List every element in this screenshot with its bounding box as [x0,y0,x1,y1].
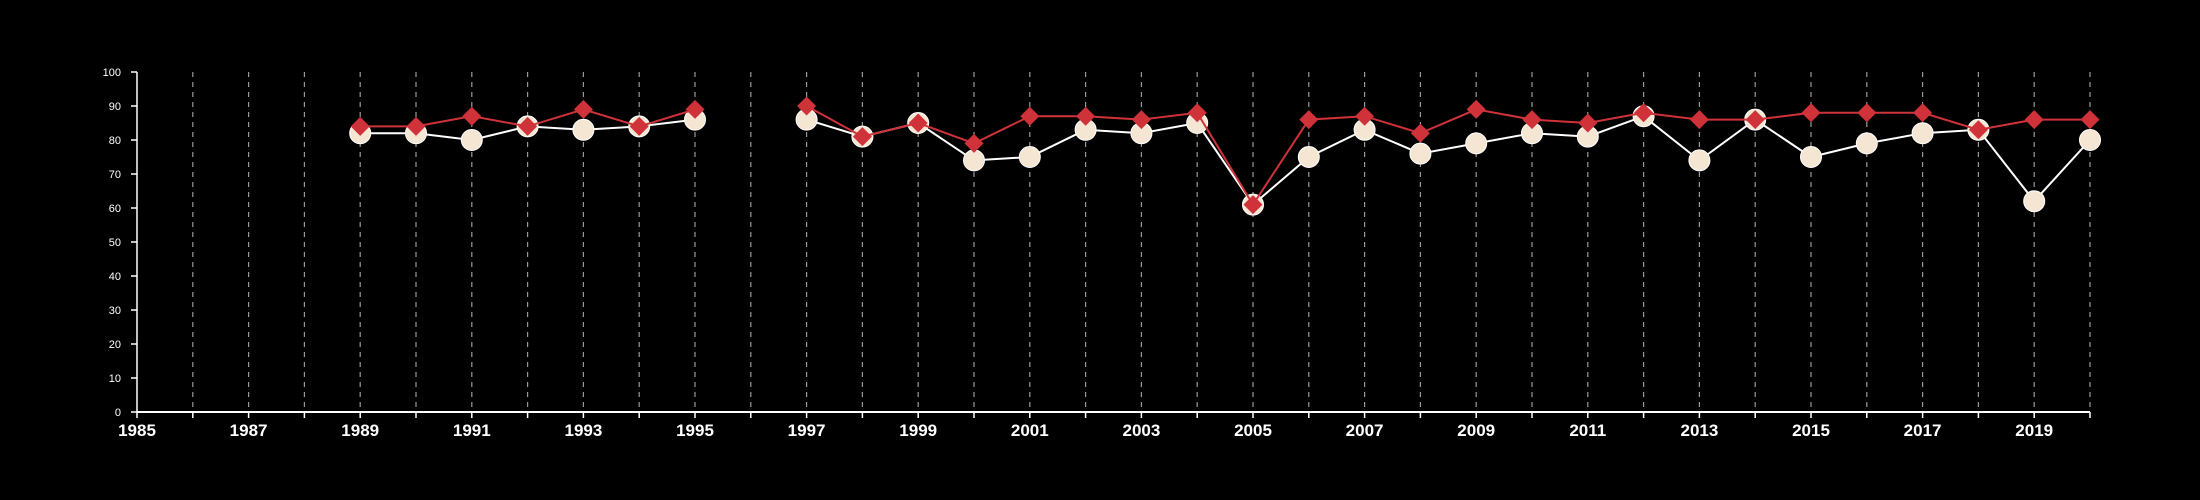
data-point-diamond [573,99,593,119]
series-line [806,115,2091,207]
x-tick-label: 1989 [341,421,379,440]
data-point-diamond [908,113,928,133]
x-tick-label: 1993 [564,421,602,440]
data-point-diamond [2024,110,2044,130]
data-point-diamond [350,116,370,136]
data-point-circle [1297,146,1320,168]
data-point-diamond [1913,103,1933,123]
x-tick-label: 1985 [118,421,156,440]
data-point-diamond [1689,110,1709,130]
axes: 1985 1987 1989 1991 1993 1995 1997 1999 2001 2003… [103,67,2091,440]
x-tick-label: 2007 [1346,421,1384,440]
data-point-diamond [1578,113,1598,133]
data-point-circle [2079,129,2101,151]
vertical-grid-lines [192,72,2091,412]
data-point-diamond [1076,106,1096,126]
y-tick-label: 40 [109,271,121,283]
y-tick-label: 60 [109,203,121,215]
data-point-diamond [462,106,482,126]
data-point-diamond [1857,103,1877,123]
series-line [806,105,2090,207]
data-point-diamond [1466,99,1486,119]
x-tick-label: 2003 [1122,421,1160,440]
data-point-diamond [2080,110,2100,130]
x-tick-label: 2013 [1680,421,1718,440]
data-point-diamond [685,99,705,119]
y-tick-label: 80 [109,135,121,147]
y-tick-label: 90 [109,101,121,113]
x-tick-label: 2009 [1457,421,1495,440]
data-point-circle [1911,122,1934,145]
data-point-circle [1018,146,1041,168]
data-point-diamond [1299,110,1319,130]
x-tick-label: 2015 [1792,421,1830,440]
data-point-diamond [1187,103,1207,123]
data-point-circle [1465,132,1488,155]
data-point-diamond [1020,106,1040,126]
data-point-diamond [1745,110,1765,130]
data-point-diamond [852,127,872,147]
data-point-circle [2023,190,2046,213]
x-tick-label: 2005 [1234,421,1272,440]
data-point-diamond [406,116,426,136]
data-point-diamond [1131,110,1151,130]
data-point-diamond [1410,123,1430,143]
data-point-diamond [518,116,538,136]
y-tick-label: 30 [109,305,121,317]
data-point-circle [963,149,985,172]
data-point-circle [460,129,483,151]
y-tick-label: 100 [103,67,121,79]
y-tick-label: 10 [109,373,121,385]
series-group [349,96,2101,216]
data-point-diamond [1801,103,1821,123]
x-tick-label: 1987 [230,421,268,440]
y-tick-label: 0 [115,407,121,419]
data-point-diamond [964,133,984,153]
y-tick-label: 50 [109,237,121,249]
y-tick-label: 20 [109,339,121,351]
x-tick-label: 1991 [453,421,491,440]
series-2 [350,96,2100,215]
y-tick-label: 70 [109,169,121,181]
x-tick-label: 1997 [788,421,826,440]
data-point-circle [1800,146,1822,168]
data-point-diamond [797,96,817,116]
x-tick-label: 2001 [1011,421,1049,440]
data-point-diamond [1355,106,1375,126]
data-point-circle [1855,132,1878,155]
data-point-diamond [1968,120,1988,140]
data-point-diamond [1634,103,1654,123]
data-point-circle [1409,142,1432,165]
data-point-circle [572,118,595,141]
x-tick-label: 2011 [1569,421,1606,440]
x-tick-label: 1995 [676,421,714,440]
x-tick-label: 1999 [899,421,937,440]
data-point-diamond [1243,195,1263,215]
data-point-diamond [629,116,649,136]
data-point-circle [1688,149,1711,172]
x-tick-label: 2019 [2015,421,2053,440]
data-point-diamond [1522,110,1542,130]
x-tick-label: 2017 [1904,421,1942,440]
